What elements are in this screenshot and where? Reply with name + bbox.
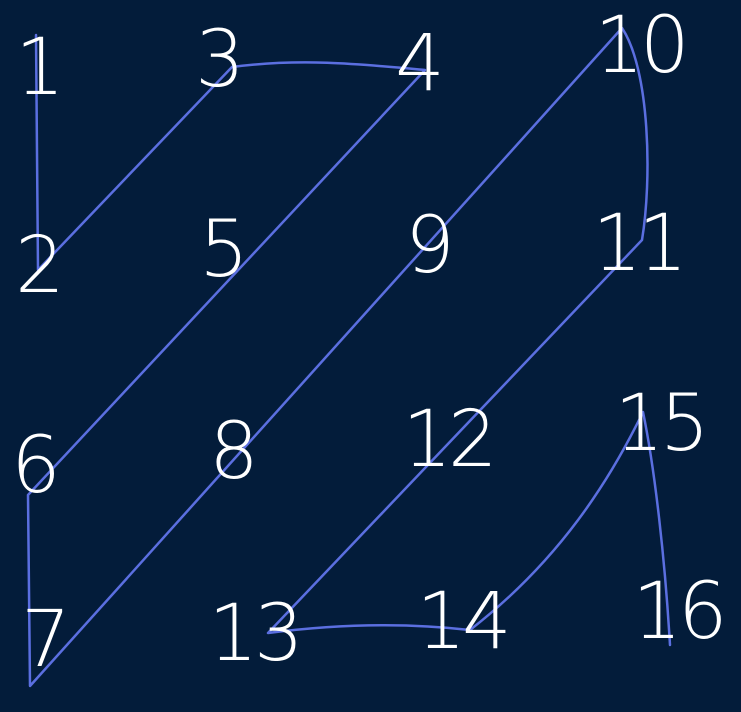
connecting-path: [26, 26, 672, 688]
number-15: 15: [614, 379, 709, 469]
number-3: 3: [195, 15, 245, 105]
number-14: 14: [416, 577, 511, 667]
number-12: 12: [402, 395, 497, 485]
number-1: 1: [15, 23, 65, 113]
number-2: 2: [15, 221, 65, 311]
number-11: 11: [592, 199, 687, 289]
number-13: 13: [208, 589, 303, 679]
number-5: 5: [199, 205, 249, 295]
number-6: 6: [11, 421, 61, 511]
number-10: 10: [594, 1, 689, 91]
number-7: 7: [21, 595, 71, 685]
number-4: 4: [395, 19, 445, 109]
number-9: 9: [405, 201, 455, 291]
number-16: 16: [632, 567, 727, 657]
number-8: 8: [209, 407, 259, 497]
